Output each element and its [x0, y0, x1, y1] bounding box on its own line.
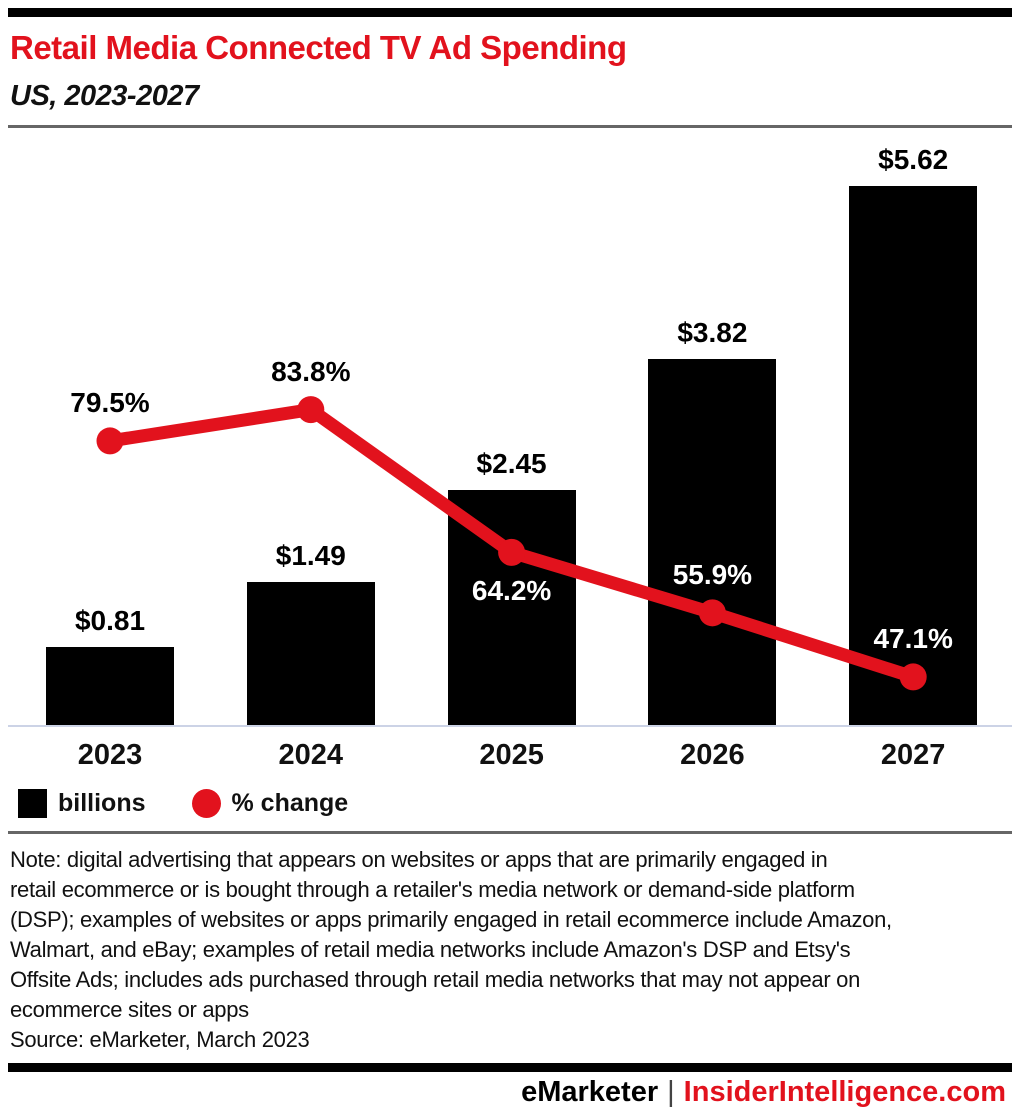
chart-source: Source: eMarketer, March 2023 [10, 1027, 310, 1052]
pct-label-2026: 55.9% [672, 558, 753, 590]
bar-value-label-2026: $3.82 [677, 317, 748, 348]
header-divider [8, 125, 1012, 128]
legend-label-billions: billions [58, 788, 146, 817]
bar-value-label-2024: $1.49 [275, 540, 346, 571]
chart-note: Note: digital advertising that appears o… [10, 847, 892, 1022]
pct-label-2025: 64.2% [471, 575, 552, 607]
footer-separator: | [667, 1076, 675, 1108]
plot-area: $0.81 $1.49 $2.45 $3.82 $5.62 79.5% 83.8… [0, 131, 1020, 727]
bar-2027 [849, 186, 978, 725]
footer-site: InsiderIntelligence.com [683, 1076, 1006, 1108]
year-label-2027: 2027 [880, 739, 946, 771]
chart-subtitle: US, 2023-2027 [10, 80, 199, 112]
pct-label-2023: 79.5% [70, 386, 150, 418]
bar-value-label-2025: $2.45 [476, 448, 547, 479]
percent-change-swatch-icon [191, 788, 221, 818]
bar-value-label-2023: $0.81 [74, 605, 146, 636]
pct-label-2024: 83.8% [271, 355, 351, 387]
chart-header: Retail Media Connected TV Ad Spending US… [0, 29, 1020, 113]
bar-2023 [46, 647, 174, 725]
bar-value-label-2027: $5.62 [878, 144, 949, 175]
x-axis-baseline [8, 725, 1012, 727]
bar-2024 [246, 582, 375, 725]
bar-2026 [648, 359, 777, 725]
year-label-2025: 2025 [479, 739, 544, 771]
year-label-2023: 2023 [77, 739, 143, 771]
year-label-2024: 2024 [278, 739, 344, 771]
footer-accent-bar [8, 1063, 1012, 1072]
billions-swatch-icon [18, 788, 47, 818]
top-accent-bar [8, 8, 1012, 17]
legend-label-percent-change: % change [231, 788, 349, 817]
chart-title: Retail Media Connected TV Ad Spending [10, 29, 627, 66]
percent-change-line [96, 396, 927, 691]
footer-brand: eMarketer [521, 1076, 659, 1108]
pct-label-2027: 47.1% [873, 622, 953, 654]
legend-divider [8, 831, 1012, 834]
legend: billions % change [18, 787, 1020, 819]
footer-branding: eMarketer | InsiderIntelligence.com [0, 1075, 1020, 1109]
year-label-2026: 2026 [680, 739, 745, 771]
x-axis-labels: 2023 2024 2025 2026 2027 [0, 727, 1020, 773]
